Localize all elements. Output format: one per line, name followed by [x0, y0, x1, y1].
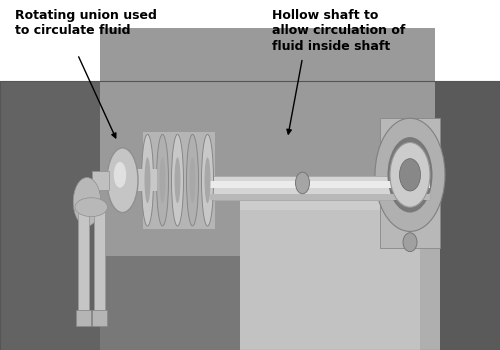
Bar: [94, 210, 105, 310]
Ellipse shape: [156, 134, 168, 226]
Bar: [0, 0, 500, 80]
Ellipse shape: [174, 157, 180, 203]
Ellipse shape: [388, 137, 432, 212]
Bar: [210, 181, 430, 188]
Ellipse shape: [403, 233, 417, 252]
Ellipse shape: [114, 162, 126, 188]
Bar: [240, 188, 440, 210]
Bar: [0, 80, 500, 350]
Bar: [240, 180, 440, 202]
Bar: [92, 171, 108, 190]
Bar: [435, 80, 500, 350]
Bar: [136, 169, 156, 191]
Ellipse shape: [190, 157, 196, 203]
Ellipse shape: [202, 134, 213, 226]
Ellipse shape: [73, 177, 101, 226]
Ellipse shape: [142, 134, 154, 226]
Bar: [210, 194, 430, 201]
Ellipse shape: [172, 134, 183, 226]
Bar: [210, 176, 430, 201]
Ellipse shape: [107, 148, 138, 212]
Bar: [240, 194, 440, 350]
Text: Rotating union used
to circulate fluid: Rotating union used to circulate fluid: [15, 9, 157, 37]
Bar: [78, 210, 88, 310]
Ellipse shape: [296, 172, 310, 194]
Ellipse shape: [390, 142, 430, 207]
Bar: [0, 80, 100, 350]
Bar: [240, 180, 420, 194]
Bar: [0, 80, 500, 350]
Bar: [76, 310, 90, 326]
Ellipse shape: [186, 134, 198, 226]
Ellipse shape: [400, 159, 420, 191]
Bar: [380, 118, 440, 247]
Bar: [420, 183, 440, 350]
Ellipse shape: [204, 157, 210, 203]
Bar: [100, 28, 435, 256]
Ellipse shape: [75, 198, 108, 217]
Bar: [142, 132, 215, 229]
Ellipse shape: [375, 118, 445, 231]
Text: Hollow shaft to
allow circulation of
fluid inside shaft: Hollow shaft to allow circulation of flu…: [272, 9, 406, 53]
Bar: [92, 310, 107, 326]
Ellipse shape: [144, 157, 150, 203]
Ellipse shape: [160, 157, 166, 203]
